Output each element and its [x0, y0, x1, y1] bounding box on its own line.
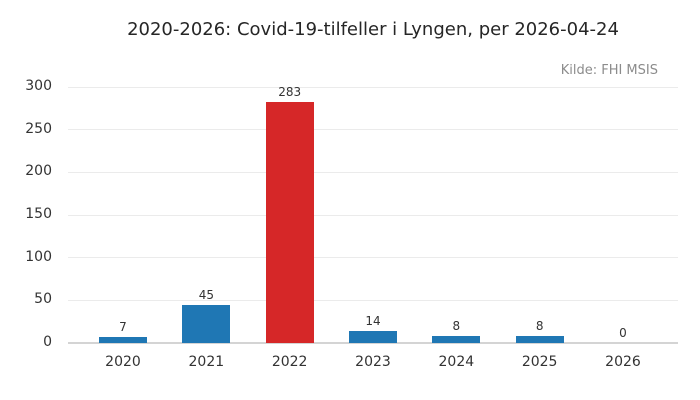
x-tick-label-2026: 2026: [605, 354, 641, 370]
bar-2025: [515, 336, 564, 343]
x-tick-label-2022: 2022: [271, 354, 308, 370]
chart-title: 2020-2026: Covid-19-tilfeller i Lyngen, …: [127, 19, 619, 40]
source-note: Kilde: FHI MSIS: [560, 63, 658, 78]
bar-2021: [182, 304, 231, 343]
x-tick-label-2024: 2024: [438, 354, 475, 370]
x-tick-label-2021: 2021: [188, 354, 225, 370]
y-tick-label: 300: [25, 78, 52, 94]
x-tick-label-2020: 2020: [105, 354, 141, 370]
gridline: [68, 299, 678, 301]
bar-value-label: 0: [619, 326, 627, 340]
y-tick-label: 150: [25, 206, 52, 222]
y-tick-label: 0: [43, 334, 52, 350]
bar-2022: [265, 101, 314, 343]
gridline: [68, 171, 678, 173]
y-tick-label: 200: [25, 163, 52, 180]
bar-value-label: 45: [198, 287, 214, 302]
gridline: [68, 129, 678, 131]
bar-value-label: 8: [452, 319, 461, 334]
bar-value-label: 7: [119, 320, 127, 335]
bar-2024: [432, 336, 481, 343]
gridline: [68, 214, 678, 216]
bar-value-label: 8: [535, 319, 544, 334]
y-tick-label: 100: [25, 248, 52, 265]
bar-value-label: 14: [365, 314, 381, 329]
bar-2020: [99, 337, 147, 343]
gridline: [68, 86, 678, 88]
bar-2023: [349, 331, 397, 343]
x-tick-label-2023: 2023: [355, 354, 391, 370]
y-tick-label: 250: [25, 120, 52, 137]
gridline: [68, 257, 678, 259]
bar-value-label: 283: [278, 84, 302, 99]
y-tick-label: 50: [34, 291, 52, 308]
x-tick-label-2025: 2025: [521, 354, 558, 370]
x-axis-baseline: [68, 342, 678, 344]
